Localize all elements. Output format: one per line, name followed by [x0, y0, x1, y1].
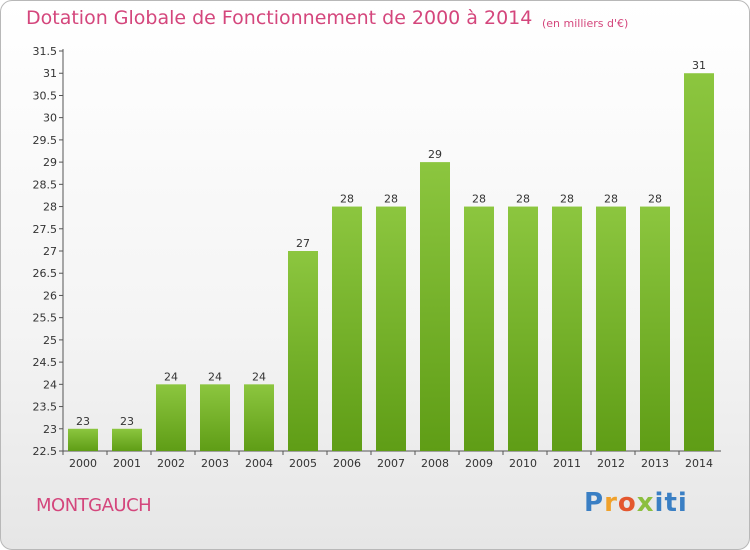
y-tick-label: 28.5 — [33, 178, 58, 191]
data-label: 28 — [648, 193, 662, 206]
y-tick-label: 25.5 — [33, 312, 58, 325]
x-tick-label: 2011 — [553, 457, 581, 470]
y-tick-label: 29.5 — [33, 134, 58, 147]
logo-letter-x: x — [636, 488, 655, 518]
x-tick-label: 2007 — [377, 457, 405, 470]
bar — [332, 206, 362, 451]
data-label: 28 — [340, 193, 354, 206]
x-tick-label: 2014 — [685, 457, 713, 470]
x-tick-label: 2002 — [157, 457, 185, 470]
data-label: 28 — [472, 193, 486, 206]
chart-subtitle: (en milliers d'€) — [542, 17, 629, 30]
x-tick-label: 2004 — [245, 457, 273, 470]
chart-title: Dotation Globale de Fonctionnement de 20… — [26, 7, 533, 29]
x-tick-label: 2006 — [333, 457, 361, 470]
data-label: 23 — [120, 415, 134, 428]
bar — [640, 206, 670, 451]
bar — [156, 384, 186, 451]
bar — [68, 428, 98, 451]
y-tick-label: 25 — [43, 334, 57, 347]
y-tick-label: 27 — [43, 245, 57, 258]
logo-letter-o: o — [617, 488, 637, 518]
bar — [112, 428, 142, 451]
x-tick-label: 2009 — [465, 457, 493, 470]
y-tick-label: 30 — [43, 112, 57, 125]
bar — [464, 206, 494, 451]
bar — [420, 162, 450, 451]
x-tick-label: 2005 — [289, 457, 317, 470]
bar — [552, 206, 582, 451]
data-label: 29 — [428, 148, 442, 161]
bar — [684, 73, 714, 451]
data-label: 24 — [164, 370, 178, 383]
bar — [244, 384, 274, 451]
y-tick-label: 31.5 — [33, 45, 58, 58]
logo-letter-r: r — [604, 488, 618, 518]
y-tick-label: 29 — [43, 156, 57, 169]
x-tick-label: 2008 — [421, 457, 449, 470]
x-tick-label: 2000 — [69, 457, 97, 470]
data-label: 28 — [384, 193, 398, 206]
y-tick-label: 24.5 — [33, 356, 58, 369]
logo-letter-p: P — [584, 488, 605, 518]
bar — [508, 206, 538, 451]
x-tick-label: 2001 — [113, 457, 141, 470]
bar — [200, 384, 230, 451]
y-tick-label: 27.5 — [33, 223, 58, 236]
bar — [376, 206, 406, 451]
proxiti-logo[interactable]: Proxiti — [584, 488, 688, 518]
y-tick-label: 26.5 — [33, 267, 58, 280]
y-tick-label: 24 — [43, 378, 57, 391]
data-label: 31 — [692, 59, 706, 72]
data-label: 27 — [296, 237, 310, 250]
bar — [288, 251, 318, 451]
y-tick-label: 31 — [43, 67, 57, 80]
data-label: 28 — [560, 193, 574, 206]
y-tick-label: 30.5 — [33, 89, 58, 102]
data-label: 28 — [604, 193, 618, 206]
bar — [596, 206, 626, 451]
y-tick-label: 26 — [43, 289, 57, 302]
data-label: 24 — [252, 370, 266, 383]
logo-letters-iti: iti — [654, 488, 688, 518]
data-label: 24 — [208, 370, 222, 383]
y-tick-label: 28 — [43, 201, 57, 214]
y-tick-label: 22.5 — [33, 445, 58, 458]
data-label: 23 — [76, 415, 90, 428]
x-tick-label: 2012 — [597, 457, 625, 470]
x-tick-label: 2003 — [201, 457, 229, 470]
place-name: MONTGAUCH — [36, 495, 152, 516]
data-label: 28 — [516, 193, 530, 206]
x-tick-label: 2010 — [509, 457, 537, 470]
y-tick-label: 23 — [43, 423, 57, 436]
y-tick-label: 23.5 — [33, 401, 58, 414]
x-tick-label: 2013 — [641, 457, 669, 470]
